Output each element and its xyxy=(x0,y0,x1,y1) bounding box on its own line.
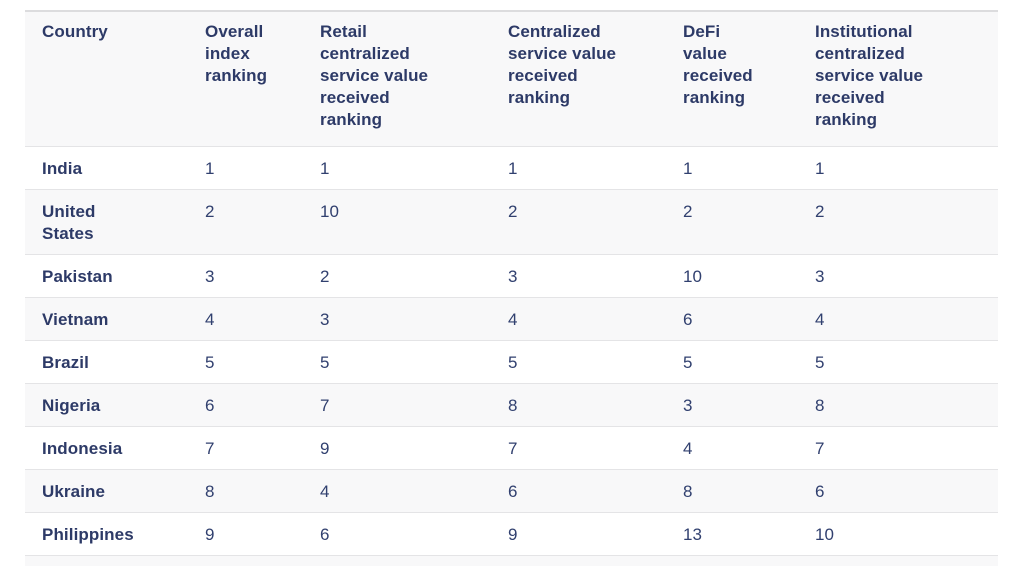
rank-cell: 2 xyxy=(491,189,666,255)
country-name: Indonesia xyxy=(42,439,123,458)
rank-cell: 5 xyxy=(303,340,491,384)
country-cell: Pakistan xyxy=(25,254,188,298)
rank-cell: 3 xyxy=(798,254,998,298)
rank-cell: 10 xyxy=(303,189,491,255)
country-name: Brazil xyxy=(42,353,89,372)
rank-cell: 9 xyxy=(491,512,666,556)
rank-cell: 6 xyxy=(798,469,998,513)
rank-cell: 1 xyxy=(491,146,666,190)
column-header-overall-index-ranking: Overall index ranking xyxy=(188,10,303,147)
rank-cell: 7 xyxy=(798,426,998,470)
column-header-retail-centralized-service-value-received-ranking: Retail centralized service value receive… xyxy=(303,10,491,147)
rank-cell: 4 xyxy=(491,297,666,341)
table-row-brazil: Brazil 5 5 5 5 5 xyxy=(25,340,998,384)
rank-cell: 6 xyxy=(303,512,491,556)
column-header-centralized-service-value-received-ranking: Centralized service value received ranki… xyxy=(491,10,666,147)
rank-cell: 6 xyxy=(491,469,666,513)
rank-cell: 9 xyxy=(303,426,491,470)
country-name: Pakistan xyxy=(42,267,113,286)
rank-cell: 13 xyxy=(666,512,798,556)
rank-cell: 5 xyxy=(491,340,666,384)
rank-cell: 7 xyxy=(491,426,666,470)
rank-cell: 2 xyxy=(798,189,998,255)
country-name: Philippines xyxy=(42,525,134,544)
rank-cell: 3 xyxy=(491,254,666,298)
table-row-pakistan: Pakistan 3 2 3 10 3 xyxy=(25,254,998,298)
rank-cell: 3 xyxy=(303,297,491,341)
table-row-indonesia: Indonesia 7 9 7 4 7 xyxy=(25,426,998,470)
country-name: India xyxy=(42,159,83,178)
header-row: Country Overall index ranking Retail cen… xyxy=(25,10,998,147)
rank-cell: 2 xyxy=(188,189,303,255)
column-header-country: Country xyxy=(25,10,188,147)
rank-cell: 5 xyxy=(188,340,303,384)
column-header-institutional-centralized-service-value-received-ranking: Institutional centralized service value … xyxy=(798,10,998,147)
rank-cell: 1 xyxy=(666,146,798,190)
rank-cell: 2 xyxy=(303,254,491,298)
table-row-philippines: Philippines 9 6 9 13 10 xyxy=(25,512,998,556)
rank-cell: 3 xyxy=(666,383,798,427)
rank-cell: 1 xyxy=(188,146,303,190)
rank-cell: 4 xyxy=(188,297,303,341)
table-row-united-states: United States 2 10 2 2 2 xyxy=(25,189,998,255)
country-cell: Brazil xyxy=(25,340,188,384)
rank-cell: 5 xyxy=(798,340,998,384)
rank-cell: 7 xyxy=(303,383,491,427)
rank-cell: 1 xyxy=(798,146,998,190)
rank-cell: 4 xyxy=(666,426,798,470)
country-name: Vietnam xyxy=(42,310,109,329)
country-cell: Nigeria xyxy=(25,383,188,427)
table-row-nigeria: Nigeria 6 7 8 3 8 xyxy=(25,383,998,427)
country-cell: United States xyxy=(25,189,188,255)
table-row-partial-cutoff xyxy=(25,555,998,566)
table-row-india: India 1 1 1 1 1 xyxy=(25,146,998,190)
country-cell: India xyxy=(25,146,188,190)
rank-cell: 10 xyxy=(666,254,798,298)
rank-cell: 8 xyxy=(666,469,798,513)
rank-cell: 8 xyxy=(798,383,998,427)
country-cell: Ukraine xyxy=(25,469,188,513)
country-name: Nigeria xyxy=(42,396,101,415)
rank-cell: 6 xyxy=(188,383,303,427)
country-cell: Indonesia xyxy=(25,426,188,470)
rank-cell: 2 xyxy=(666,189,798,255)
rank-cell: 1 xyxy=(303,146,491,190)
rank-cell: 5 xyxy=(666,340,798,384)
rank-cell: 8 xyxy=(188,469,303,513)
rank-cell: 3 xyxy=(188,254,303,298)
rank-cell: 10 xyxy=(798,512,998,556)
rank-cell: 9 xyxy=(188,512,303,556)
rank-cell: 7 xyxy=(188,426,303,470)
country-cell: Vietnam xyxy=(25,297,188,341)
rank-cell: 6 xyxy=(666,297,798,341)
country-cell: Philippines xyxy=(25,512,188,556)
rank-cell: 8 xyxy=(491,383,666,427)
table-row-vietnam: Vietnam 4 3 4 6 4 xyxy=(25,297,998,341)
column-header-defi-value-received-ranking: DeFi value received ranking xyxy=(666,10,798,147)
rank-cell: 4 xyxy=(303,469,491,513)
partial-row-background xyxy=(25,555,998,566)
crypto-adoption-rankings-table: Country Overall index ranking Retail cen… xyxy=(25,10,998,566)
table-row-ukraine: Ukraine 8 4 6 8 6 xyxy=(25,469,998,513)
country-name: Ukraine xyxy=(42,482,106,501)
country-name: United States xyxy=(42,202,96,243)
rank-cell: 4 xyxy=(798,297,998,341)
